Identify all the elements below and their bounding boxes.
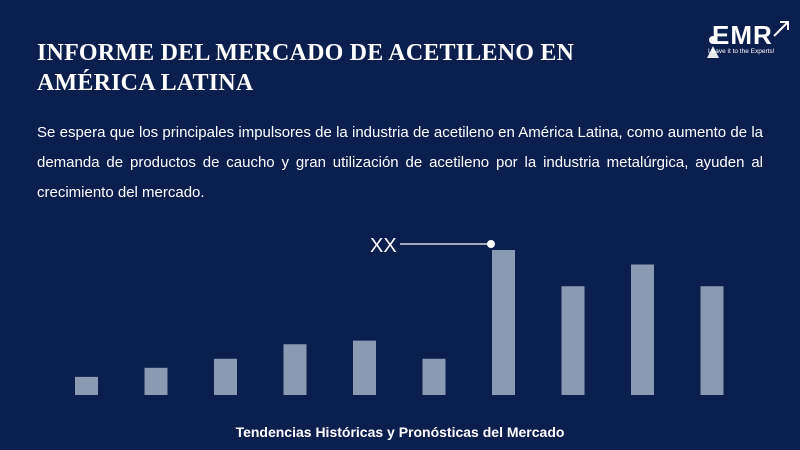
chart-bar: [422, 358, 446, 395]
chart-bar: [75, 376, 98, 395]
chart-bar: [214, 358, 237, 395]
emr-logo: EMR Leave it to the Experts!: [704, 18, 790, 62]
chart-bar: [561, 286, 585, 395]
annotation-label: XX: [370, 235, 397, 257]
chart-bar: [631, 264, 654, 395]
chart-bar: [283, 344, 307, 395]
person-arrow-icon: [707, 21, 789, 58]
chart-bar: [144, 367, 168, 395]
logo-text: EMR: [712, 20, 773, 50]
chart-bar: [492, 250, 515, 395]
annotation-dot: [487, 240, 495, 248]
chart-bar: [700, 286, 724, 395]
description-text: Se espera que los principales impulsores…: [37, 124, 763, 201]
chart-bar: [353, 340, 376, 395]
logo-tagline: Leave it to the Experts!: [708, 48, 775, 55]
chart-caption: Tendencias Históricas y Pronósticas del …: [235, 424, 565, 440]
page-title: INFORME DEL MERCADO DE ACETILENO EN AMÉR…: [37, 40, 575, 96]
